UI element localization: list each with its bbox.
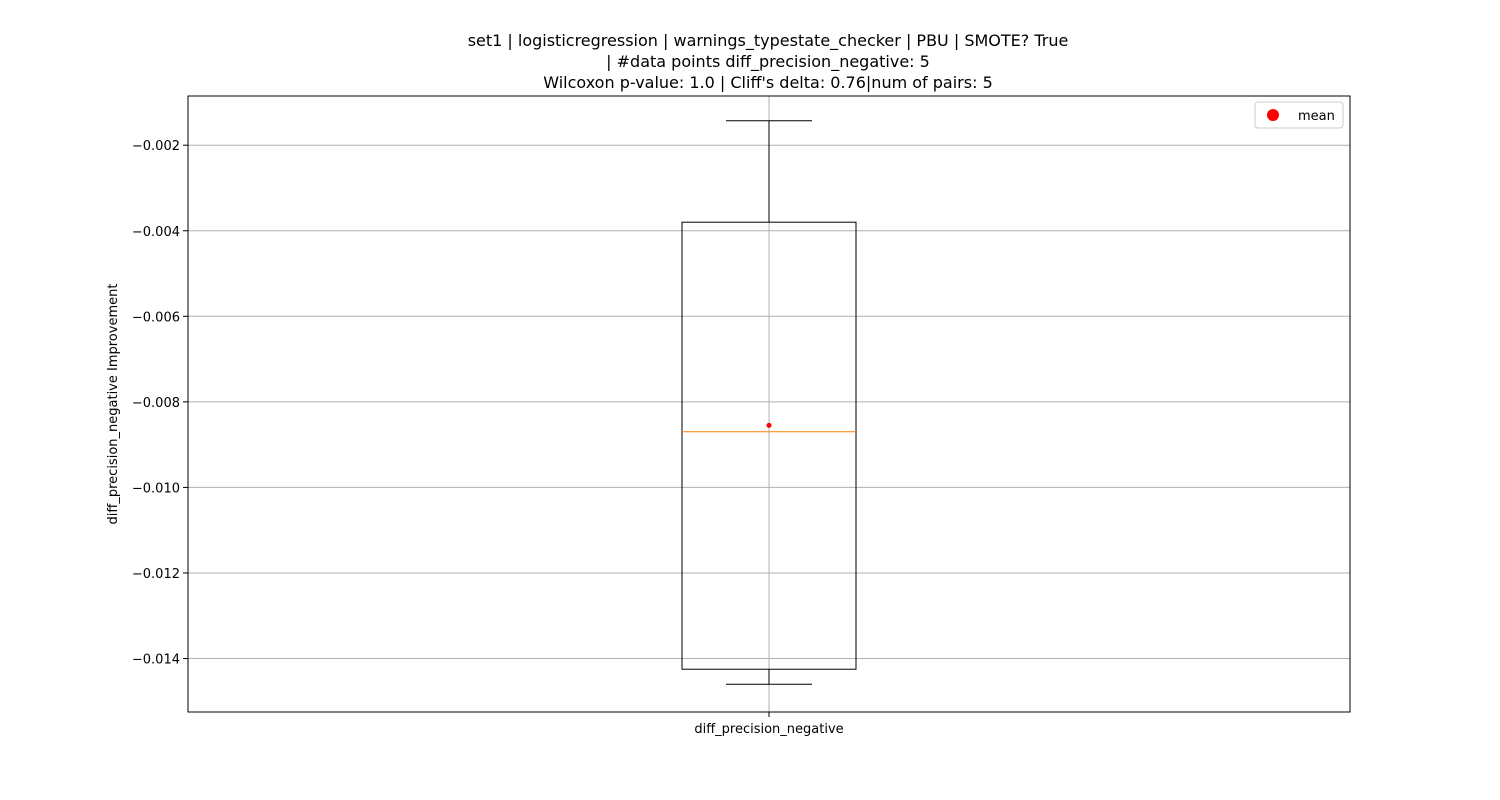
x-tick-label: diff_precision_negative [694, 722, 843, 737]
y-tick-label: −0.014 [132, 653, 180, 668]
y-axis-label: diff_precision_negative Improvement [106, 284, 121, 525]
y-tick-label: −0.010 [132, 481, 180, 496]
x-axis: diff_precision_negative [694, 712, 844, 737]
box-element [681, 120, 857, 685]
y-tick-label: −0.004 [132, 225, 180, 240]
chart-title-line-1: set1 | logisticregression | warnings_typ… [468, 31, 1069, 51]
y-tick-label: −0.006 [132, 310, 180, 325]
legend-frame [1254, 101, 1344, 129]
y-tick-label: −0.012 [132, 567, 180, 582]
legend-mean-label: mean [1298, 109, 1335, 124]
mean-marker [766, 422, 772, 428]
y-tick-label: −0.008 [132, 396, 180, 411]
legend-mean-marker [1267, 109, 1279, 121]
box-layer [681, 120, 857, 685]
y-tick-label: −0.002 [132, 139, 180, 154]
legend: mean [1254, 101, 1344, 129]
interquartile-box [681, 221, 857, 670]
y-axis: −0.002 −0.004 −0.006 −0.008 −0.010 −0.012 −0.0… [132, 139, 188, 668]
chart-title-line-2: | #data points diff_precision_negative: … [606, 52, 930, 72]
chart-title-line-3: Wilcoxon p-value: 1.0 | Cliff's delta: 0… [543, 73, 993, 92]
